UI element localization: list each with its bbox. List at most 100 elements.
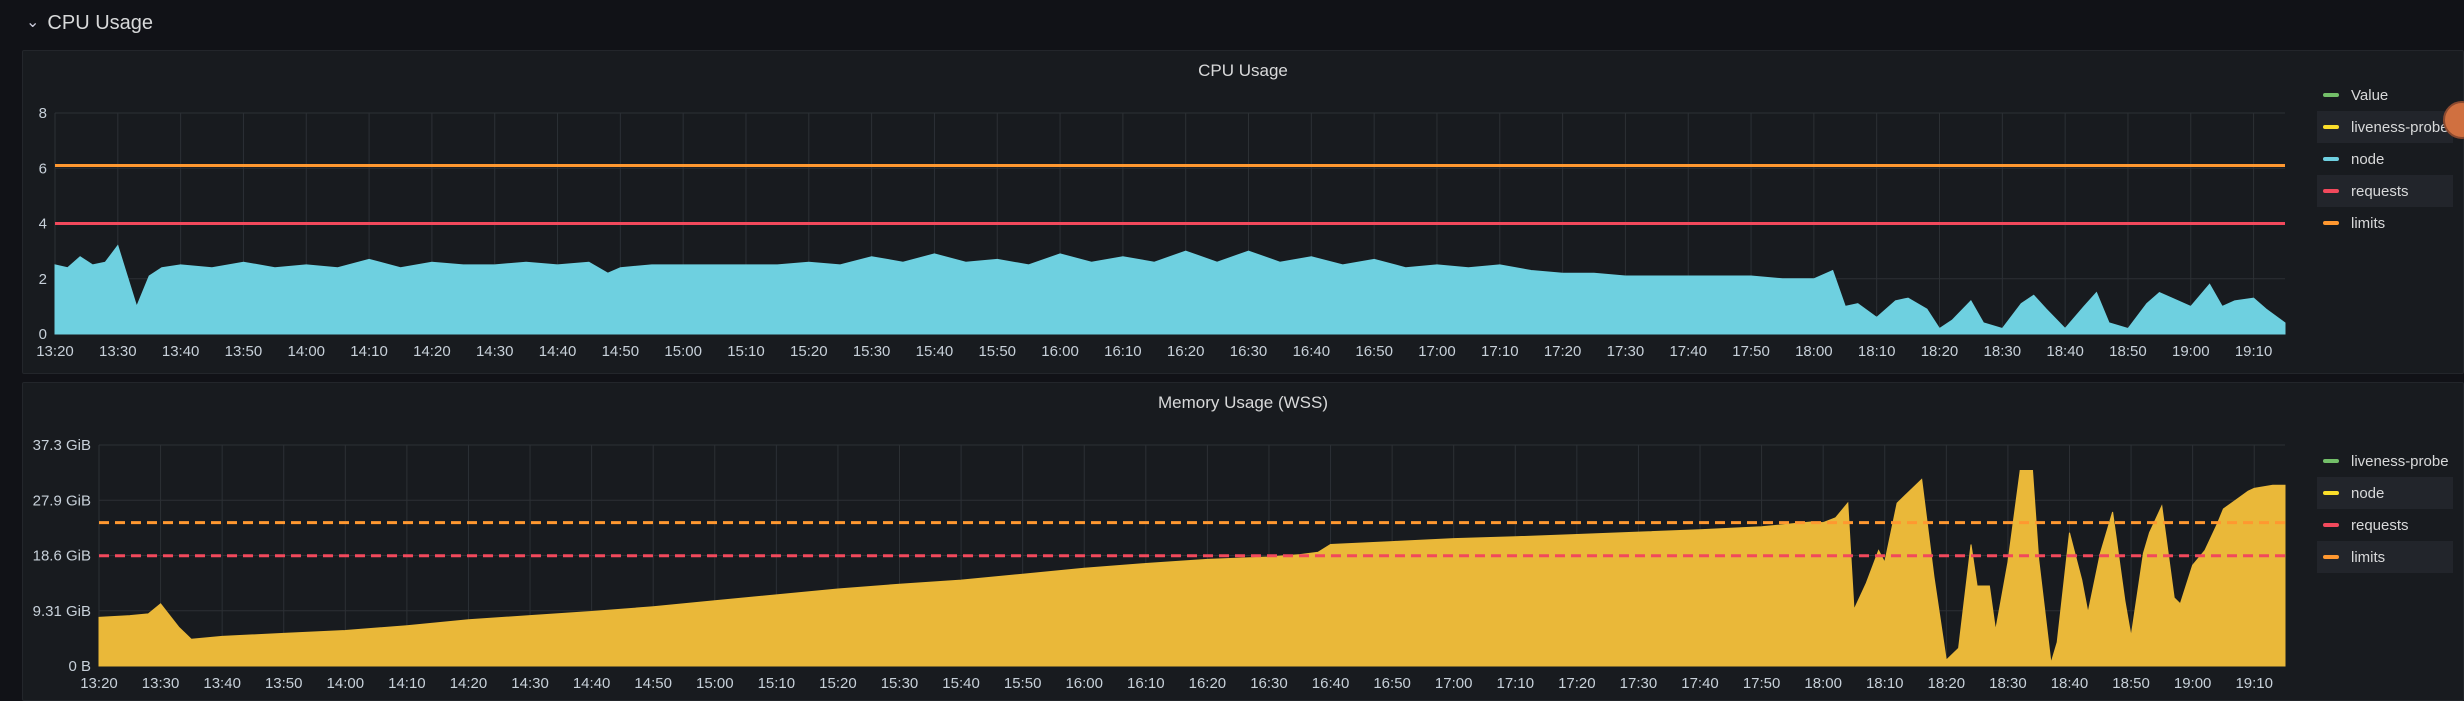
x-tick-label: 13:40 xyxy=(162,343,200,360)
x-tick-label: 15:50 xyxy=(978,343,1016,360)
x-tick-label: 16:30 xyxy=(1250,675,1288,692)
x-tick-label: 14:10 xyxy=(350,343,388,360)
y-tick-label: 18.6 GiB xyxy=(33,548,91,565)
x-tick-label: 15:00 xyxy=(664,343,702,360)
x-tick-label: 15:30 xyxy=(881,675,919,692)
legend-item-node[interactable]: node xyxy=(2317,143,2453,175)
x-tick-label: 19:00 xyxy=(2172,343,2210,360)
legend-item-limits[interactable]: limits xyxy=(2317,541,2453,573)
y-tick-label: 4 xyxy=(39,216,47,233)
y-tick-label: 9.31 GiB xyxy=(33,603,91,620)
legend-item-requests[interactable]: requests xyxy=(2317,175,2453,207)
x-tick-label: 17:10 xyxy=(1497,675,1535,692)
y-tick-label: 8 xyxy=(39,105,47,122)
x-tick-label: 13:30 xyxy=(99,343,137,360)
x-tick-label: 14:30 xyxy=(476,343,514,360)
cpu-usage-panel[interactable]: CPU Usage 0 2 4 6 8 13:20 13:30 13:40 13:50 14:00… xyxy=(22,50,2464,374)
memory-usage-panel[interactable]: Memory Usage (WSS) 0 B 9.31 GiB 18.6 GiB 27… xyxy=(22,382,2464,701)
series-area-node xyxy=(54,244,2286,335)
x-tick-label: 15:20 xyxy=(819,675,857,692)
x-tick-label: 18:20 xyxy=(1928,675,1966,692)
x-tick-label: 18:50 xyxy=(2112,675,2150,692)
legend-item-node[interactable]: node xyxy=(2317,477,2453,509)
x-tick-label: 17:30 xyxy=(1607,343,1645,360)
x-tick-label: 15:40 xyxy=(942,675,980,692)
x-tick-label: 16:20 xyxy=(1167,343,1205,360)
legend-label: requests xyxy=(2351,516,2409,534)
legend-item-value[interactable]: Value xyxy=(2317,79,2453,111)
x-tick-label: 14:50 xyxy=(634,675,672,692)
x-tick-label: 17:50 xyxy=(1732,343,1770,360)
legend-label: limits xyxy=(2351,548,2386,566)
legend: liveness-probe node requests limits xyxy=(2317,445,2453,573)
legend-item-requests[interactable]: requests xyxy=(2317,509,2453,541)
x-tick-label: 18:30 xyxy=(1989,675,2027,692)
x-tick-label: 19:00 xyxy=(2174,675,2212,692)
x-tick-label: 17:20 xyxy=(1544,343,1582,360)
panel-title[interactable]: CPU Usage xyxy=(1198,61,1288,80)
x-tick-label: 16:40 xyxy=(1293,343,1331,360)
x-tick-label: 16:10 xyxy=(1127,675,1165,692)
x-tick-label: 18:10 xyxy=(1858,343,1896,360)
x-tick-label: 14:00 xyxy=(327,675,365,692)
x-tick-label: 15:20 xyxy=(790,343,828,360)
panel-title[interactable]: Memory Usage (WSS) xyxy=(1157,393,1329,412)
y-tick-label: 2 xyxy=(39,271,47,288)
legend-item-liveness-probe[interactable]: liveness-probe xyxy=(2317,111,2453,143)
x-tick-label: 13:30 xyxy=(142,675,180,692)
x-tick-label: 14:00 xyxy=(287,343,325,360)
x-tick-label: 15:10 xyxy=(758,675,796,692)
x-tick-label: 18:10 xyxy=(1866,675,1904,692)
y-tick-label: 37.3 GiB xyxy=(33,437,91,454)
row-title: CPU Usage xyxy=(47,11,154,34)
memory-usage-chart: 0 B 9.31 GiB 18.6 GiB 27.9 GiB 37.3 GiB 13:20… xyxy=(33,437,2286,692)
legend-swatch xyxy=(2323,125,2339,129)
x-tick-label: 18:00 xyxy=(1804,675,1842,692)
y-tick-label: 0 B xyxy=(68,658,91,675)
x-tick-label: 13:40 xyxy=(203,675,241,692)
x-tick-label: 14:20 xyxy=(450,675,488,692)
legend-label: limits xyxy=(2351,214,2386,232)
x-tick-label: 17:40 xyxy=(1669,343,1707,360)
row-header[interactable]: ⌄ CPU Usage xyxy=(26,8,153,38)
x-tick-label: 14:20 xyxy=(413,343,451,360)
x-tick-label: 18:30 xyxy=(1984,343,2022,360)
legend-item-liveness-probe[interactable]: liveness-probe xyxy=(2317,445,2453,477)
y-tick-label: 27.9 GiB xyxy=(33,492,91,509)
x-tick-label: 14:50 xyxy=(602,343,640,360)
x-tick-label: 16:40 xyxy=(1312,675,1350,692)
x-tick-label: 17:40 xyxy=(1681,675,1719,692)
x-tick-label: 16:30 xyxy=(1230,343,1268,360)
x-tick-label: 16:20 xyxy=(1189,675,1227,692)
x-tick-label: 18:00 xyxy=(1795,343,1833,360)
y-tick-label: 0 xyxy=(39,326,47,343)
legend-label: node xyxy=(2351,150,2385,168)
legend-label: node xyxy=(2351,484,2385,502)
x-tick-label: 17:00 xyxy=(1418,343,1456,360)
x-tick-label: 15:10 xyxy=(727,343,765,360)
y-tick-label: 6 xyxy=(39,160,47,177)
legend-label: Value xyxy=(2351,86,2389,104)
x-tick-label: 14:30 xyxy=(511,675,549,692)
legend-label: liveness-probe xyxy=(2351,118,2449,136)
x-tick-label: 17:20 xyxy=(1558,675,1596,692)
legend-label: liveness-probe xyxy=(2351,452,2449,470)
x-tick-label: 17:00 xyxy=(1435,675,1473,692)
cpu-usage-chart: 0 2 4 6 8 13:20 13:30 13:40 13:50 14:00 14:10 14:20… xyxy=(36,105,2286,360)
x-tick-label: 18:40 xyxy=(2046,343,2084,360)
legend-item-limits[interactable]: limits xyxy=(2317,207,2453,239)
x-tick-label: 18:20 xyxy=(1921,343,1959,360)
x-tick-label: 14:10 xyxy=(388,675,426,692)
x-tick-label: 13:20 xyxy=(36,343,74,360)
legend-swatch xyxy=(2323,555,2339,559)
x-tick-label: 17:10 xyxy=(1481,343,1519,360)
x-tick-label: 18:50 xyxy=(2109,343,2147,360)
legend-swatch xyxy=(2323,523,2339,527)
chevron-down-icon[interactable]: ⌄ xyxy=(26,14,40,31)
legend-swatch xyxy=(2323,189,2339,193)
x-tick-label: 16:50 xyxy=(1373,675,1411,692)
x-tick-label: 15:30 xyxy=(853,343,891,360)
x-tick-label: 19:10 xyxy=(2235,343,2273,360)
x-tick-label: 14:40 xyxy=(539,343,577,360)
x-tick-label: 17:30 xyxy=(1620,675,1658,692)
